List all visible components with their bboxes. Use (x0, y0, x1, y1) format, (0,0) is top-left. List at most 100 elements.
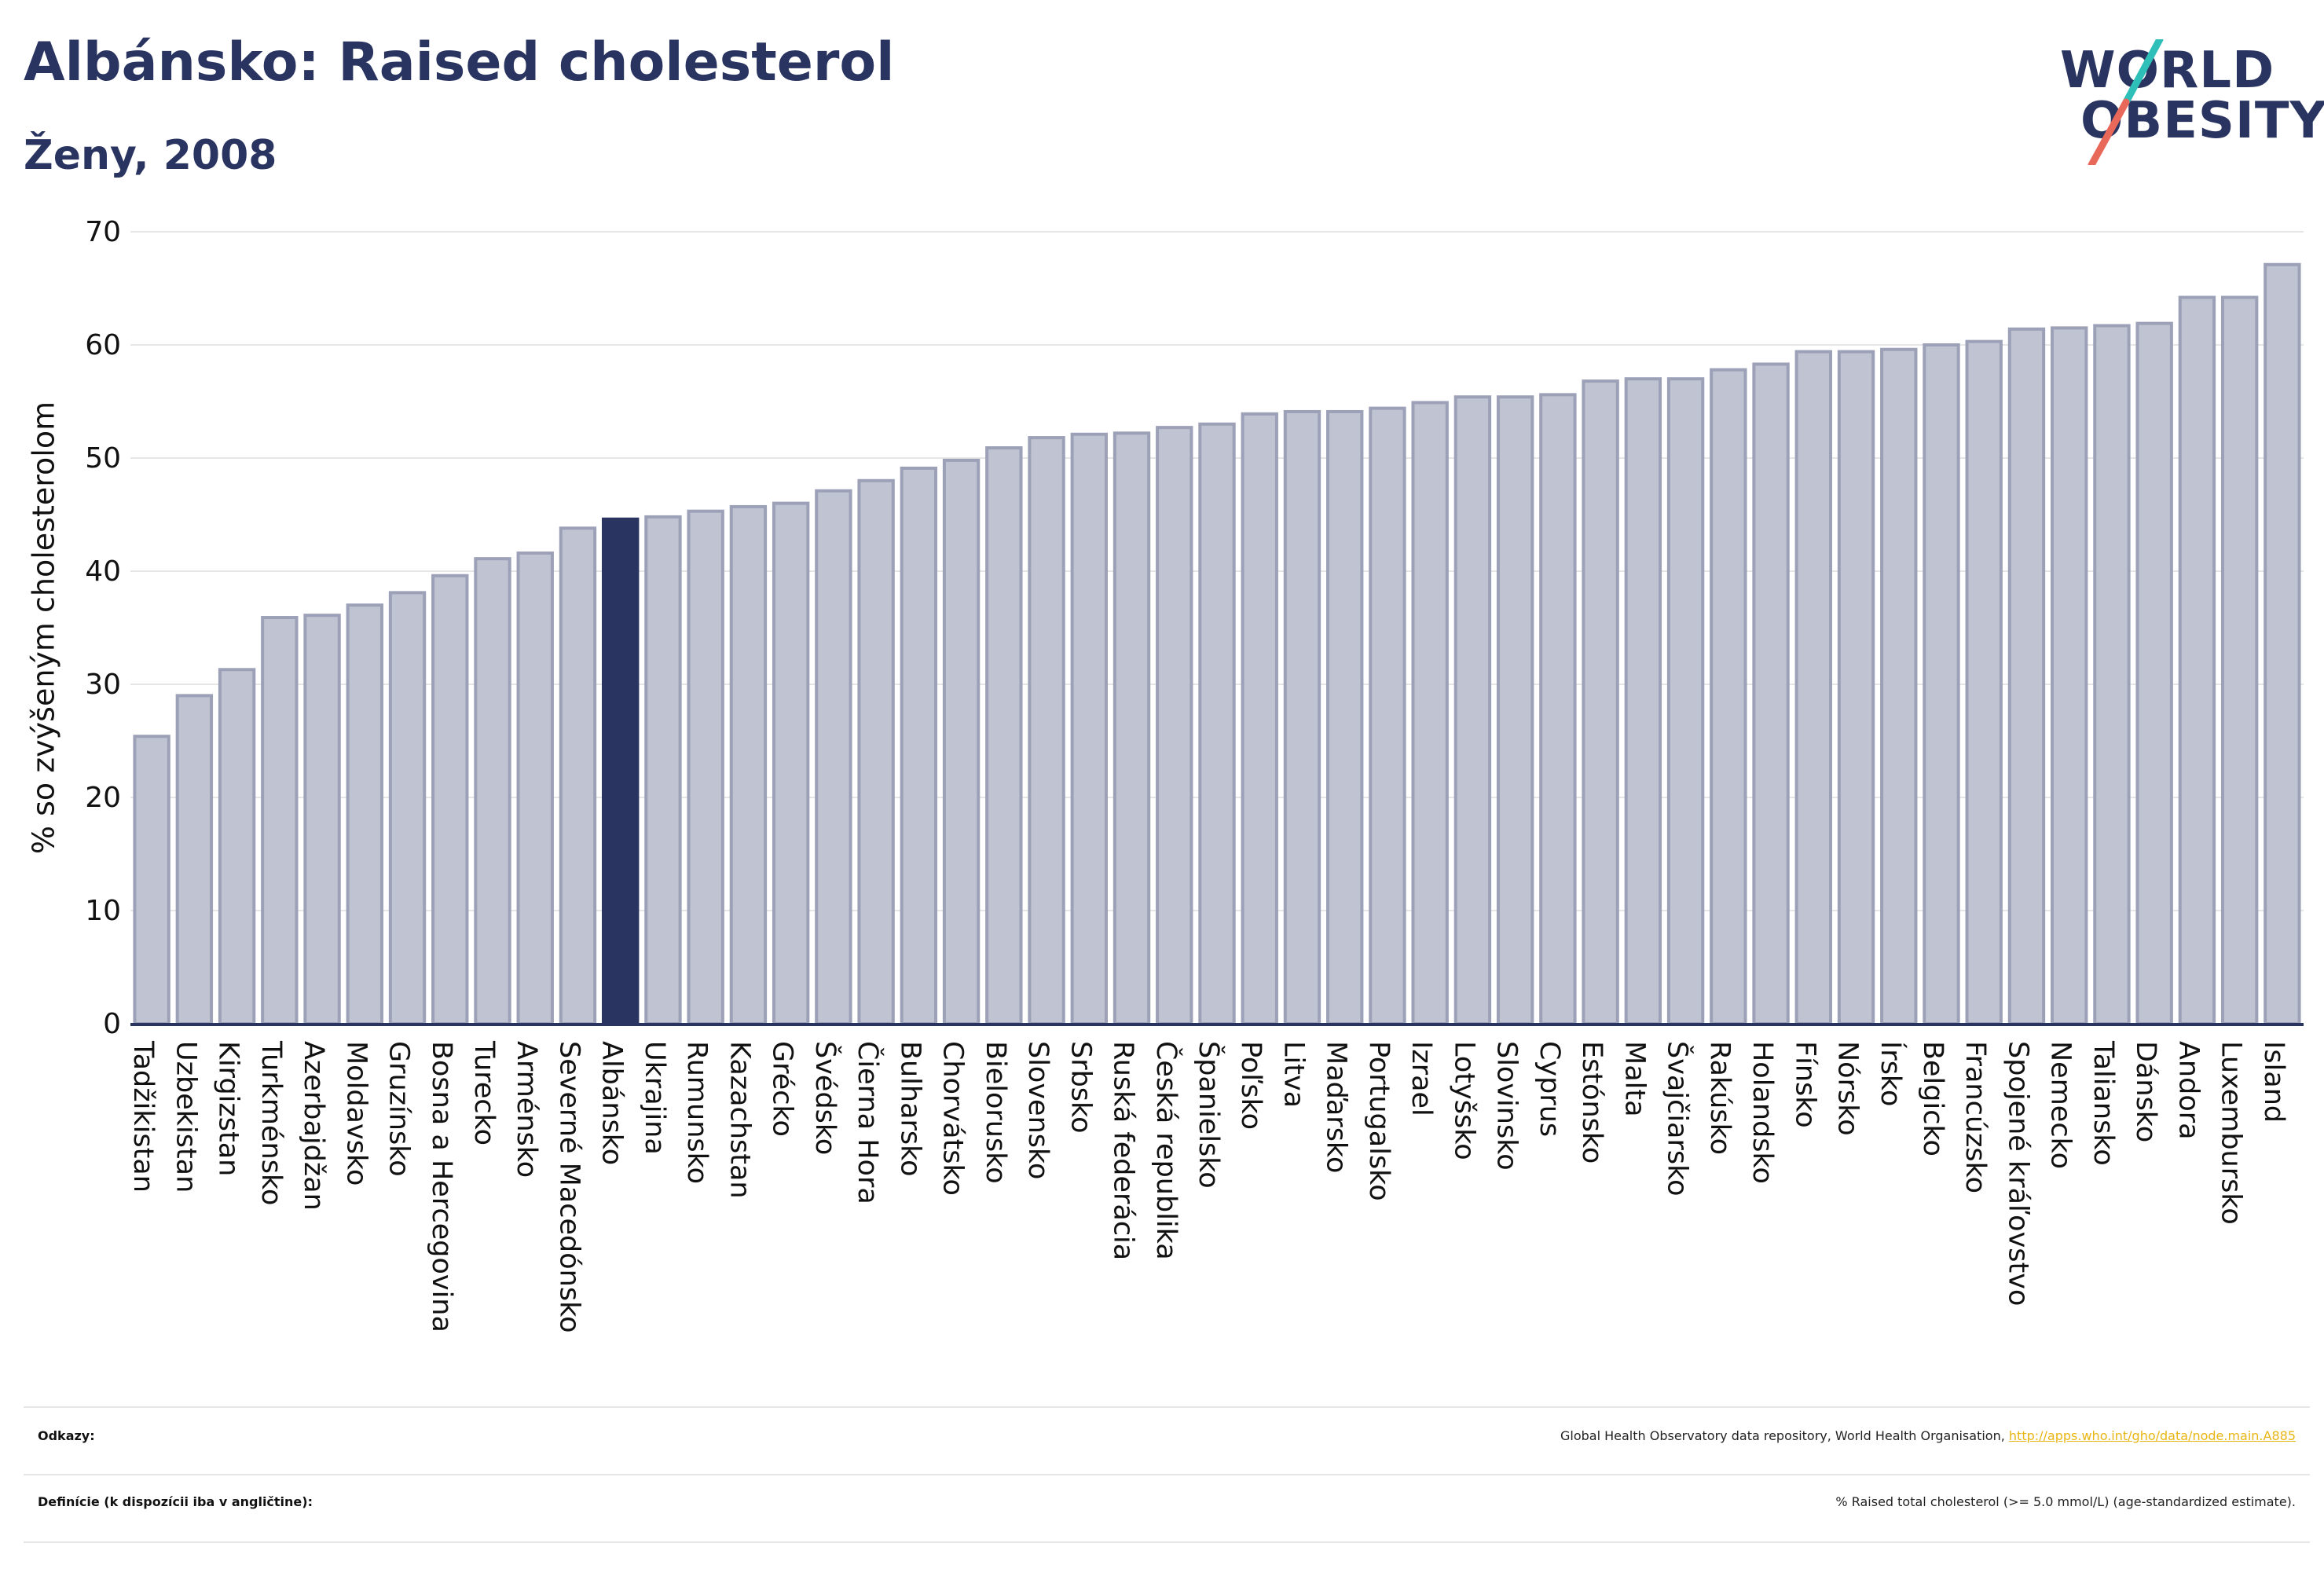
bar (175, 694, 214, 1026)
logo-word-world: WORLD (2060, 42, 2275, 100)
x-tick-label: Turkménsko (255, 1040, 287, 1205)
bar (133, 735, 170, 1025)
bar (303, 614, 341, 1025)
x-axis-tick-labels: Tadžikistan Uzbekistan Kirgizstan Turkménsk… (127, 1040, 2289, 1333)
footer-divider-top (24, 1406, 2310, 1408)
references-value: Global Health Observatory data repositor… (1560, 1428, 2296, 1443)
x-tick-label: Grécko (767, 1041, 798, 1137)
bar (900, 466, 938, 1025)
x-tick-label: Portugalsko (1363, 1041, 1395, 1201)
bar (1496, 395, 1534, 1025)
bar (1837, 350, 1875, 1025)
bar (1880, 347, 1918, 1025)
x-tick-label: Írsko (1875, 1041, 1908, 1106)
x-tick-label: Andora (2172, 1041, 2204, 1140)
y-axis-ticks: 0 10 20 30 40 50 60 70 (85, 216, 121, 1040)
x-tick-label: Bielorusko (980, 1041, 1011, 1184)
bar (516, 551, 554, 1025)
x-tick-label: Rumunsko (681, 1041, 713, 1184)
x-tick-label: Kirgizstan (213, 1041, 244, 1176)
y-tick-label: 70 (85, 216, 121, 248)
x-tick-label: Španielsko (1193, 1041, 1226, 1189)
y-tick-label: 50 (85, 442, 121, 475)
x-tick-label: Spojené kráľovstvo (2002, 1041, 2033, 1306)
x-tick-label: Slovensko (1022, 1041, 1054, 1179)
x-tick-label: Lotyšsko (1448, 1041, 1479, 1160)
references-text: Global Health Observatory data repositor… (1560, 1428, 2005, 1443)
x-tick-label: Chorvátsko (937, 1041, 969, 1196)
footer-references-row: Odkazy: Global Health Observatory data r… (24, 1411, 2310, 1477)
x-tick-label: Azerbajdžan (298, 1041, 329, 1211)
bar (1923, 343, 1960, 1025)
x-tick-label: Švédsko (809, 1041, 842, 1155)
y-axis-label: % so zvýšeným cholesterolom (27, 401, 61, 854)
x-tick-label: Kazachstan (724, 1041, 755, 1199)
x-tick-label: Ruská federácia (1108, 1041, 1139, 1260)
bar (1453, 395, 1492, 1025)
references-link[interactable]: http://apps.who.int/gho/data/node.main.A… (2008, 1428, 2296, 1443)
page-title: Albánsko: Raised cholesterol (24, 31, 895, 93)
bar (2264, 262, 2301, 1025)
bar (1113, 431, 1151, 1025)
x-tick-label: Nórsko (1832, 1041, 1864, 1136)
y-tick-label: 40 (85, 555, 121, 588)
bar (346, 603, 383, 1025)
x-tick-label: Bulharsko (894, 1041, 926, 1177)
page-subtitle: Ženy, 2008 (24, 132, 277, 179)
x-tick-label: Česká republika (1150, 1041, 1183, 1260)
logo-slash-icon (2088, 39, 2164, 165)
x-tick-label: Malta (1618, 1041, 1650, 1117)
bar-highlighted (602, 517, 640, 1025)
bars (133, 262, 2301, 1026)
x-tick-label: Litva (1277, 1041, 1309, 1108)
x-tick-label: Rakúsko (1704, 1041, 1736, 1155)
y-tick-label: 20 (85, 782, 121, 814)
y-tick-label: 0 (103, 1008, 121, 1040)
bar (1582, 379, 1619, 1025)
x-tick-label: Dánsko (2130, 1041, 2161, 1142)
x-tick-label: Moldavsko (340, 1041, 372, 1186)
x-tick-label: Turecko (468, 1040, 500, 1145)
bar (1624, 377, 1662, 1025)
x-tick-label: Arménsko (511, 1041, 542, 1178)
bar (687, 509, 724, 1025)
bar (815, 489, 852, 1025)
world-obesity-logo: WORLD OBESITY (2051, 39, 2324, 165)
x-tick-label: Gruzínsko (383, 1041, 415, 1177)
bar (559, 526, 597, 1025)
x-tick-label: Čierna Hora (852, 1041, 885, 1204)
y-tick-label: 60 (85, 329, 121, 361)
x-tick-label: Bosna a Hercegovina (426, 1041, 457, 1332)
bar (942, 458, 981, 1025)
bar (1283, 409, 1321, 1025)
bar (2051, 326, 2088, 1025)
bar (2007, 327, 2046, 1025)
bar (261, 616, 299, 1025)
footer-definitions-row: Definície (k dispozícii iba v angličtine… (24, 1477, 2310, 1543)
bar-chart: 0 10 20 30 40 50 60 70 Tadžikistan Uzbekistan Kir… (27, 216, 2304, 1333)
references-label: Odkazy: (38, 1428, 95, 1443)
x-tick-label: Luxembursko (2216, 1041, 2247, 1225)
bar (1666, 377, 1705, 1025)
x-tick-label: Ukrajina (639, 1041, 670, 1155)
bar (644, 515, 682, 1025)
x-tick-label: Cyprus (1534, 1041, 1565, 1137)
x-tick-label: Severné Macedónsko (553, 1041, 585, 1333)
x-tick-label: Francúzsko (1959, 1041, 1991, 1193)
bar (474, 557, 511, 1025)
definitions-value: % Raised total cholesterol (>= 5.0 mmol/… (1835, 1494, 2296, 1509)
bar (1369, 406, 1406, 1025)
x-tick-label: Holandsko (1747, 1041, 1778, 1184)
bar (1241, 412, 1278, 1025)
x-tick-label: Estónsko (1576, 1041, 1607, 1164)
bar (1070, 432, 1108, 1025)
bar (1539, 393, 1577, 1025)
x-tick-label: Belgicko (1917, 1041, 1948, 1156)
x-tick-label: Švajčiarsko (1662, 1041, 1695, 1197)
x-tick-label: Fínsko (1789, 1041, 1820, 1128)
x-tick-label: Island (2258, 1041, 2289, 1123)
bar (772, 501, 810, 1025)
bar (2178, 295, 2216, 1025)
x-tick-label: Maďarsko (1321, 1041, 1352, 1173)
bar (1411, 401, 1449, 1025)
